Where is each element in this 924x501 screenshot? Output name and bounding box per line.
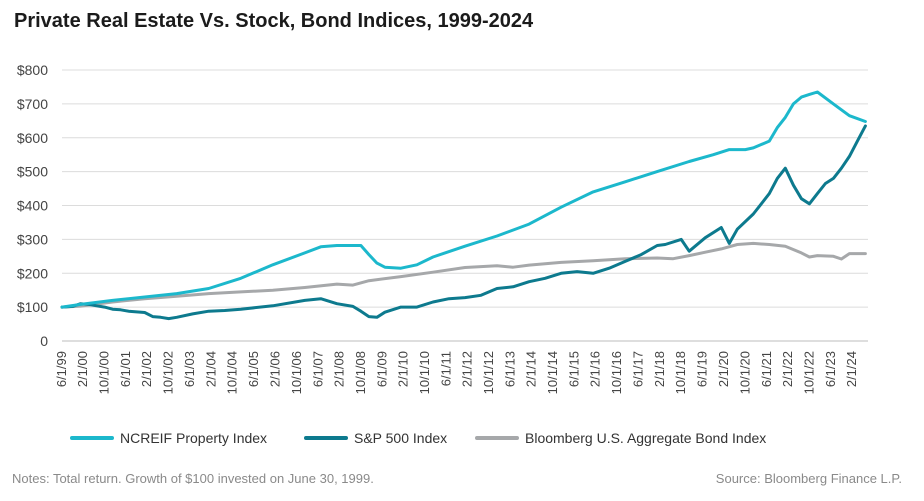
x-tick-label: 10/1/22 [801,351,816,394]
x-tick-label: 2/1/04 [203,351,218,387]
x-tick-label: 6/1/05 [246,351,261,387]
x-tick-label: 6/1/01 [118,351,133,387]
x-tick-label: 2/1/08 [331,351,346,387]
notes-text: Notes: Total return. Growth of $100 inve… [12,471,374,486]
x-tick-label: 10/1/08 [353,351,368,394]
x-tick-label: 2/1/18 [652,351,667,387]
x-tick-label: 6/1/17 [631,351,646,387]
x-tick-label: 6/1/19 [695,351,710,387]
x-tick-label: 10/1/18 [673,351,688,394]
x-tick-label: 2/1/24 [844,351,859,387]
x-tick-label: 6/1/09 [374,351,389,387]
x-tick-label: 6/1/11 [438,351,453,386]
x-tick-label: 6/1/13 [502,351,517,387]
legend-label: S&P 500 Index [354,430,447,446]
series-line-ncreif-property-index [60,90,867,309]
y-tick-label: $300 [17,231,48,247]
x-tick-label: 6/1/21 [759,351,774,387]
x-tick-label: 10/1/06 [289,351,304,394]
legend-label: Bloomberg U.S. Aggregate Bond Index [525,430,766,446]
series-line-s-p-500-index [60,124,867,321]
x-tick-label: 2/1/16 [588,351,603,387]
series-line-bloomberg-u-s-aggregate-bond-index [60,241,867,309]
x-tick-label: 6/1/15 [567,351,582,387]
x-tick-label: 6/1/99 [54,351,69,387]
x-tick-label: 10/1/12 [481,351,496,394]
y-tick-label: $700 [17,96,48,112]
x-tick-label: 6/1/03 [182,351,197,387]
x-tick-label: 2/1/10 [395,351,410,387]
x-tick-label: 2/1/22 [780,351,795,387]
x-tick-label: 10/1/14 [545,351,560,394]
x-tick-label: 6/1/23 [823,351,838,387]
y-tick-label: 0 [40,333,48,349]
x-tick-label: 10/1/10 [417,351,432,394]
y-tick-label: $200 [17,265,48,281]
y-tick-label: $600 [17,130,48,146]
x-tick-label: 2/1/00 [75,351,90,387]
y-tick-label: $100 [17,299,48,315]
x-tick-label: 2/1/20 [716,351,731,387]
x-tick-label: 10/1/04 [225,351,240,394]
x-tick-label: 2/1/02 [139,351,154,387]
y-tick-label: $800 [17,62,48,78]
x-tick-label: 6/1/07 [310,351,325,387]
x-tick-label: 2/1/06 [267,351,282,387]
x-tick-label: 2/1/12 [460,351,475,387]
x-tick-label: 10/1/16 [609,351,624,394]
x-tick-label: 10/1/02 [161,351,176,394]
legend-label: NCREIF Property Index [120,430,267,446]
source-text: Source: Bloomberg Finance L.P. [715,471,902,486]
x-tick-label: 10/1/20 [737,351,752,394]
chart-title: Private Real Estate Vs. Stock, Bond Indi… [14,10,534,32]
x-tick-label: 2/1/14 [524,351,539,387]
y-tick-label: $400 [17,198,48,214]
x-tick-label: 10/1/00 [97,351,112,394]
y-tick-label: $500 [17,164,48,180]
